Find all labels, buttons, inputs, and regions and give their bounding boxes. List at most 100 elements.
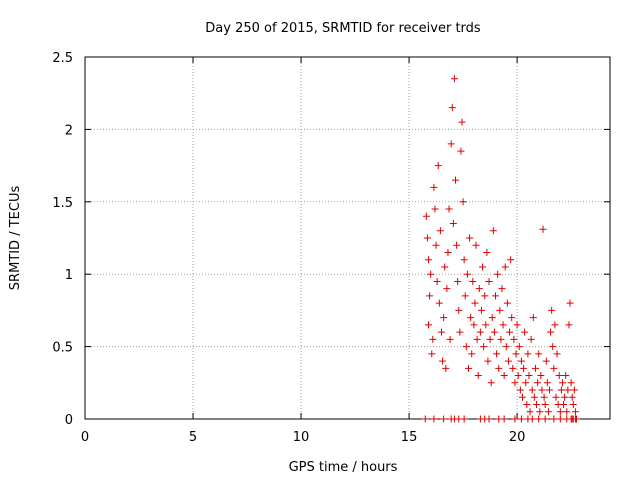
data-point xyxy=(511,379,519,387)
data-point xyxy=(571,408,579,416)
data-point xyxy=(494,270,502,278)
data-point xyxy=(442,364,450,372)
data-point xyxy=(480,343,488,351)
x-tick-label: 15 xyxy=(401,430,418,445)
data-point xyxy=(534,379,542,387)
data-point xyxy=(491,292,499,300)
data-point xyxy=(547,328,555,336)
data-point xyxy=(440,415,448,423)
data-point xyxy=(533,401,541,409)
data-point xyxy=(536,408,544,416)
data-point xyxy=(427,270,435,278)
data-point xyxy=(562,372,570,380)
data-point xyxy=(470,321,478,329)
data-point xyxy=(560,401,568,409)
data-point xyxy=(447,140,455,148)
data-point xyxy=(425,321,433,329)
data-point xyxy=(428,350,436,358)
x-axis-label: GPS time / hours xyxy=(289,460,398,475)
data-point xyxy=(538,386,546,394)
data-point xyxy=(433,277,441,285)
data-point xyxy=(464,364,472,372)
data-point xyxy=(439,357,447,365)
data-point xyxy=(434,162,442,170)
grid-lines xyxy=(85,57,610,419)
data-point xyxy=(454,277,462,285)
data-point xyxy=(568,393,576,401)
data-point xyxy=(423,234,431,242)
data-point xyxy=(517,415,525,423)
data-point xyxy=(546,386,554,394)
data-point xyxy=(487,379,495,387)
data-point xyxy=(459,198,467,206)
data-point xyxy=(548,306,556,314)
data-point xyxy=(508,314,516,322)
data-point xyxy=(500,415,508,423)
data-point xyxy=(556,415,564,423)
data-point xyxy=(511,415,519,423)
data-point xyxy=(432,241,440,249)
axis-ticks: 0 5 10 15 20 0 0.5 1 1.5 2 2.5 xyxy=(52,51,610,445)
data-point xyxy=(556,408,564,416)
data-point xyxy=(502,343,510,351)
data-point xyxy=(567,379,575,387)
data-point xyxy=(458,118,466,126)
data-point xyxy=(528,386,536,394)
data-point xyxy=(448,104,456,112)
data-point xyxy=(553,350,561,358)
data-point xyxy=(481,292,489,300)
data-point xyxy=(482,321,490,329)
data-point xyxy=(555,372,563,380)
data-point xyxy=(542,357,550,365)
data-point xyxy=(483,248,491,256)
data-point xyxy=(486,335,494,343)
data-point xyxy=(503,299,511,307)
data-point xyxy=(485,277,493,285)
data-point xyxy=(564,386,572,394)
data-point xyxy=(469,277,477,285)
x-tick-label: 5 xyxy=(189,430,197,445)
data-point xyxy=(573,415,581,423)
data-point xyxy=(550,364,558,372)
data-point xyxy=(522,379,530,387)
data-point xyxy=(544,408,552,416)
data-point xyxy=(563,408,571,416)
data-point xyxy=(460,256,468,264)
data-point xyxy=(496,306,504,314)
data-point xyxy=(437,328,445,336)
data-point xyxy=(514,372,522,380)
data-point xyxy=(523,401,531,409)
y-tick-label: 0 xyxy=(65,413,73,428)
data-point xyxy=(453,241,461,249)
data-point xyxy=(456,328,464,336)
data-point xyxy=(441,263,449,271)
data-point xyxy=(526,408,534,416)
data-point xyxy=(426,292,434,300)
data-point xyxy=(513,321,521,329)
data-point xyxy=(506,328,514,336)
data-point xyxy=(541,401,549,409)
data-point xyxy=(436,227,444,235)
x-tick-label: 10 xyxy=(293,430,310,445)
data-point xyxy=(504,357,512,365)
data-point xyxy=(472,241,480,249)
data-point xyxy=(474,372,482,380)
data-point xyxy=(521,328,529,336)
plot-frame xyxy=(84,56,611,420)
data-point xyxy=(463,270,471,278)
data-point xyxy=(552,393,560,401)
data-point xyxy=(462,343,470,351)
data-point xyxy=(540,393,548,401)
y-tick-label: 1.5 xyxy=(52,196,73,211)
data-point xyxy=(484,357,492,365)
data-point xyxy=(490,328,498,336)
data-point xyxy=(570,386,578,394)
data-point xyxy=(510,335,518,343)
data-point xyxy=(498,285,506,293)
data-point xyxy=(529,314,537,322)
data-point xyxy=(507,256,515,264)
data-point xyxy=(479,263,487,271)
data-point xyxy=(517,357,525,365)
data-point xyxy=(429,335,437,343)
data-point xyxy=(455,306,463,314)
